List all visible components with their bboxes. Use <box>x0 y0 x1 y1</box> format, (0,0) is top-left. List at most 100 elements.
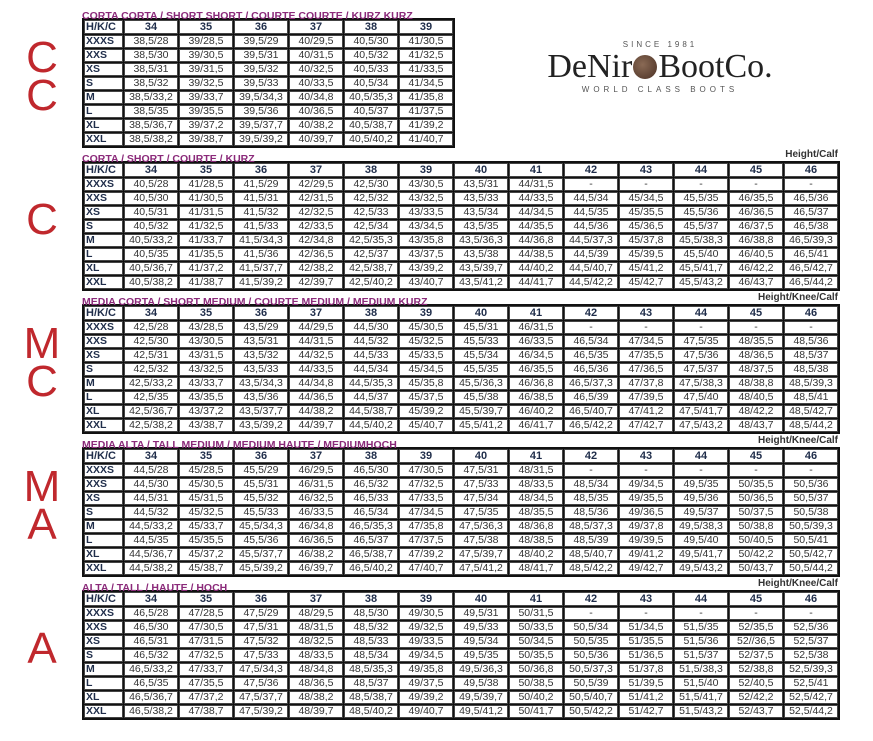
fit-label-letter: C <box>26 195 58 244</box>
table-cell: 47/37,8 <box>619 377 673 390</box>
row-label: S <box>84 77 123 90</box>
column-header: 40 <box>454 306 508 320</box>
table-cell: - <box>784 178 838 191</box>
column-header: 36 <box>234 306 288 320</box>
table-cell: 44,5/38,2 <box>124 562 178 575</box>
header-row: H/K/C 34 35 36 37 38 39 40 41 42 43 44 45 46 <box>84 163 838 177</box>
table-cell: 42,5/35 <box>124 391 178 404</box>
table-cell: 40/38,2 <box>289 119 343 132</box>
table-cell: 41,5/32 <box>234 206 288 219</box>
table-cell: 48,5/34 <box>564 478 618 491</box>
table-cell: 46/36,8 <box>509 377 563 390</box>
table-cell: 46/29,5 <box>289 464 343 477</box>
table-cell: 45/35,8 <box>399 377 453 390</box>
table-cell: 46/41,7 <box>509 419 563 432</box>
table-cell: - <box>729 178 783 191</box>
table-row: XXL 38,5/38,2 39/38,7 39,5/39,2 40/39,7 40,5/… <box>84 133 453 146</box>
table-cell: - <box>674 464 728 477</box>
table-row: XXXS 46,5/28 47/28,5 47,5/29 48/29,5 48,5/30 4… <box>84 607 838 620</box>
table-unit-label: Height/Calf <box>785 149 838 160</box>
table-cell: 40,5/32 <box>344 49 398 62</box>
table-cell: 46,5/30 <box>344 464 398 477</box>
table-cell: 46,5/40,7 <box>564 405 618 418</box>
table-cell: 43/32,5 <box>399 192 453 205</box>
table-cell: 47/30,5 <box>399 464 453 477</box>
table-cell: 51,5/38,3 <box>674 663 728 676</box>
column-header: 45 <box>729 592 783 606</box>
table-cell: 46/31,5 <box>509 321 563 334</box>
table-cell: 48,5/41 <box>784 391 838 404</box>
table-cell: 46,5/33,2 <box>124 663 178 676</box>
table-cell: 46,5/40,2 <box>344 562 398 575</box>
column-header: 34 <box>124 449 178 463</box>
row-label: M <box>84 91 123 104</box>
row-label: XXL <box>84 276 123 289</box>
table-cell: 49/39,2 <box>399 691 453 704</box>
table-cell: 39,5/37,7 <box>234 119 288 132</box>
table-title-line: ALTA / TALL / HAUTE / HOCH Height/Knee/Ca… <box>82 578 840 594</box>
table-cell: 43,5/33 <box>454 192 508 205</box>
row-label: XL <box>84 262 123 275</box>
table-cell: 49,5/31 <box>454 607 508 620</box>
row-label: S <box>84 506 123 519</box>
table-cell: 42,5/32 <box>124 363 178 376</box>
table-cell: 50/35,5 <box>509 649 563 662</box>
table-cell: 48/35,5 <box>729 335 783 348</box>
table-title: CORTA CORTA / SHORT SHORT / COURTE COURT… <box>82 10 413 22</box>
table-cell: 44/31,5 <box>509 178 563 191</box>
table-cell: 48/31,5 <box>509 464 563 477</box>
table-cell: 44,5/35,3 <box>344 377 398 390</box>
size-table-section: MEDIA CORTA / SHORT MEDIUM / COURTE MEDI… <box>82 292 840 434</box>
table-cell: 45/35,5 <box>179 534 233 547</box>
column-header: 38 <box>344 449 398 463</box>
column-header: 38 <box>344 592 398 606</box>
row-label: XXXS <box>84 35 123 48</box>
table-cell: 49/35,8 <box>399 663 453 676</box>
table-cell: 48,5/42,7 <box>784 405 838 418</box>
table-cell: 45,5/31 <box>234 478 288 491</box>
table-cell: 47/35,5 <box>619 349 673 362</box>
table-row: M 46,5/33,2 47/33,7 47,5/34,3 48/34,8 48,5/35… <box>84 663 838 676</box>
table-cell: 49,5/41,7 <box>674 548 728 561</box>
table-cell: 40,5/36,7 <box>124 262 178 275</box>
table-cell: 44,5/40,2 <box>344 419 398 432</box>
column-header: 44 <box>674 449 728 463</box>
table-cell: 45,5/41,7 <box>674 262 728 275</box>
table-cell: 50/41,7 <box>509 705 563 718</box>
table-cell: 50/40,2 <box>509 691 563 704</box>
table-cell: 43/32,5 <box>179 363 233 376</box>
table-row: L 42,5/35 43/35,5 43,5/36 44/36,5 44,5/37 45/3… <box>84 391 838 404</box>
table-cell: 45/39,2 <box>399 405 453 418</box>
table-cell: 43/30,5 <box>179 335 233 348</box>
table-cell: 49,5/43,2 <box>674 562 728 575</box>
table-cell: 48/43,7 <box>729 419 783 432</box>
table-cell: 47,5/37 <box>674 363 728 376</box>
table-cell: 52//36,5 <box>729 635 783 648</box>
table-cell: 45/33,7 <box>179 520 233 533</box>
column-header: 40 <box>454 592 508 606</box>
table-cell: 42,5/37 <box>344 248 398 261</box>
table-cell: 46,5/34 <box>564 335 618 348</box>
table-cell: 49,5/35 <box>454 649 508 662</box>
size-table-section: CORTA / SHORT / COURTE / KURZ Height/Calf… <box>82 149 840 291</box>
table-cell: 50/36,5 <box>729 492 783 505</box>
table-cell: 47/32,5 <box>179 649 233 662</box>
column-header: 35 <box>179 592 233 606</box>
row-label: XS <box>84 206 123 219</box>
table-cell: 47,5/39,7 <box>454 548 508 561</box>
column-header: 35 <box>179 163 233 177</box>
table-cell: 45,5/41,2 <box>454 419 508 432</box>
table-cell: 43,5/33 <box>234 363 288 376</box>
table-cell: - <box>619 178 673 191</box>
table-cell: - <box>619 321 673 334</box>
table-cell: 50,5/37,3 <box>564 663 618 676</box>
table-cell: 45,5/38 <box>454 391 508 404</box>
table-cell: 46,5/37 <box>344 534 398 547</box>
table-cell: 41/28,5 <box>179 178 233 191</box>
table-cell: 46,5/42,7 <box>784 262 838 275</box>
table-cell: 45/28,5 <box>179 464 233 477</box>
table-cell: 41,5/37,7 <box>234 262 288 275</box>
column-header: 39 <box>399 306 453 320</box>
corner-header: H/K/C <box>84 592 123 606</box>
table-cell: 50,5/42,2 <box>564 705 618 718</box>
